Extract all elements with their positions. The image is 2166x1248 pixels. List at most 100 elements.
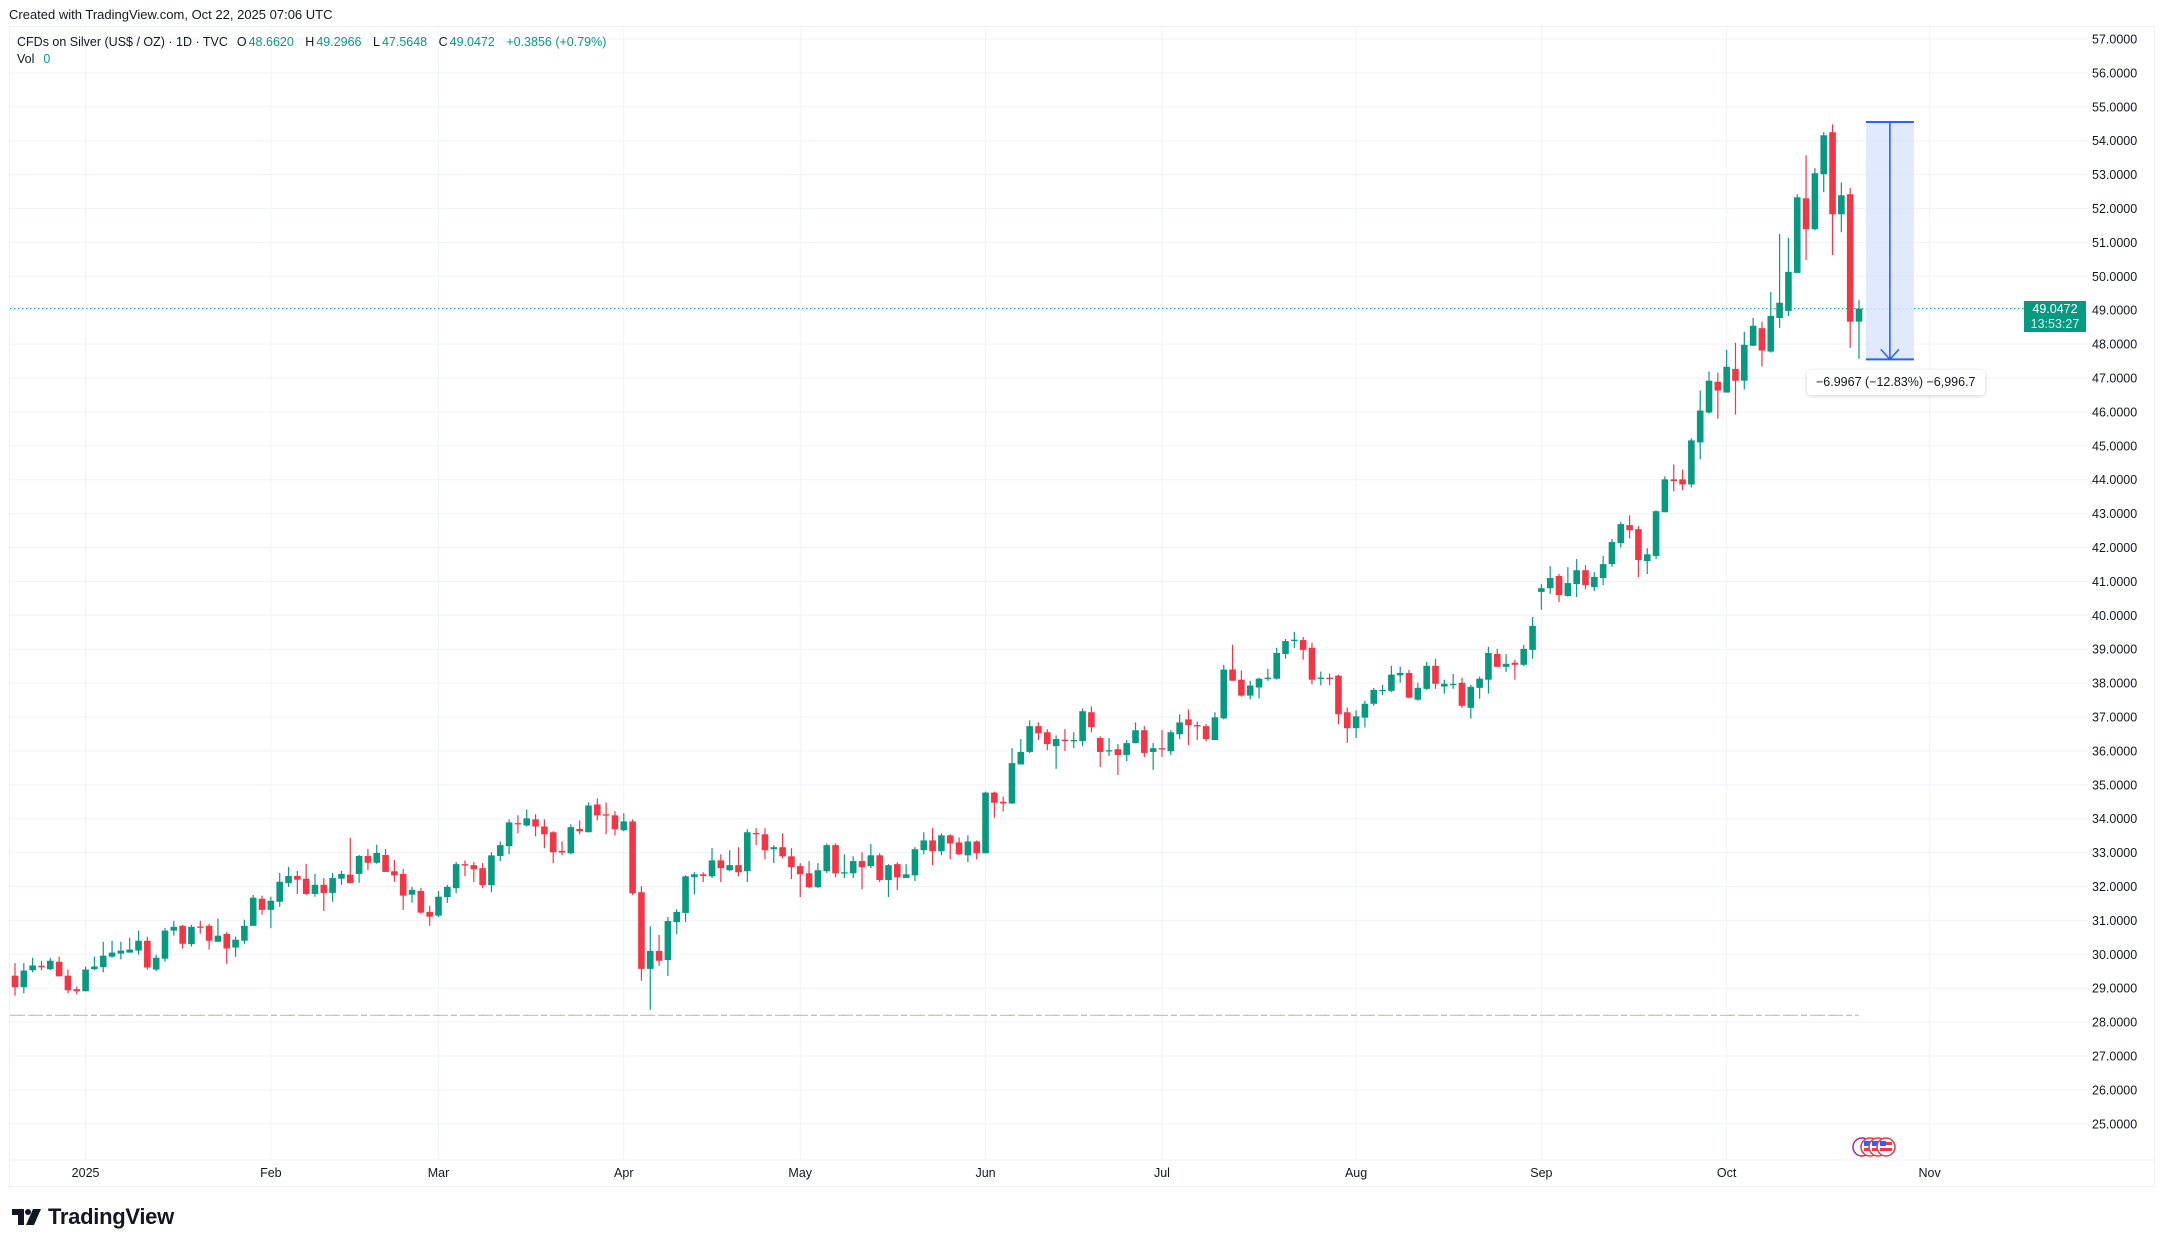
- candle[interactable]: [1255, 677, 1263, 699]
- candle[interactable]: [823, 843, 831, 873]
- volume-label[interactable]: Vol: [17, 52, 35, 66]
- candle[interactable]: [11, 963, 19, 996]
- candle[interactable]: [1652, 510, 1660, 560]
- candle[interactable]: [1282, 639, 1289, 659]
- candle[interactable]: [1670, 464, 1678, 492]
- candle[interactable]: [382, 848, 389, 872]
- candle[interactable]: [788, 848, 795, 880]
- candle[interactable]: [1511, 659, 1519, 680]
- candle[interactable]: [744, 829, 751, 883]
- candle[interactable]: [779, 833, 786, 859]
- candle[interactable]: [1617, 522, 1625, 548]
- candle[interactable]: [1493, 648, 1501, 667]
- candle[interactable]: [523, 809, 531, 827]
- candle[interactable]: [355, 854, 363, 883]
- candle[interactable]: [1546, 566, 1554, 594]
- candle[interactable]: [241, 919, 248, 944]
- candle[interactable]: [126, 937, 133, 953]
- candle[interactable]: [505, 819, 513, 855]
- candle[interactable]: [611, 811, 619, 836]
- candle[interactable]: [144, 936, 151, 970]
- candle[interactable]: [232, 936, 239, 957]
- candle[interactable]: [770, 845, 778, 864]
- candle[interactable]: [108, 940, 116, 958]
- candle[interactable]: [320, 878, 328, 911]
- candle[interactable]: [196, 920, 204, 934]
- candle[interactable]: [699, 872, 707, 883]
- candle[interactable]: [1238, 670, 1245, 697]
- candle[interactable]: [894, 862, 901, 891]
- candle[interactable]: [1096, 736, 1104, 767]
- candle[interactable]: [1785, 237, 1792, 316]
- candle[interactable]: [858, 852, 866, 890]
- candle[interactable]: [602, 802, 610, 835]
- candle[interactable]: [285, 866, 292, 887]
- candle[interactable]: [1776, 233, 1783, 328]
- symbol-title[interactable]: CFDs on Silver (US$ / OZ) · 1D · TVC: [17, 35, 228, 49]
- candle[interactable]: [302, 863, 310, 895]
- candle[interactable]: [532, 814, 539, 837]
- candle[interactable]: [496, 841, 504, 862]
- candle[interactable]: [1335, 674, 1342, 725]
- candle[interactable]: [1114, 744, 1122, 775]
- candle[interactable]: [1167, 730, 1175, 755]
- candle[interactable]: [1423, 661, 1430, 690]
- candle[interactable]: [46, 957, 54, 971]
- candle[interactable]: [82, 966, 89, 992]
- candle[interactable]: [955, 837, 963, 855]
- candle[interactable]: [920, 832, 928, 855]
- candle[interactable]: [1767, 291, 1775, 353]
- candle[interactable]: [1149, 743, 1157, 770]
- us-flag-icon[interactable]: [1876, 1137, 1896, 1157]
- candle[interactable]: [214, 918, 222, 942]
- candle[interactable]: [646, 926, 654, 1010]
- candle[interactable]: [117, 941, 125, 960]
- candle[interactable]: [1043, 729, 1051, 751]
- candle[interactable]: [258, 895, 266, 915]
- candle[interactable]: [399, 868, 407, 910]
- candle[interactable]: [1749, 317, 1757, 346]
- candle[interactable]: [1396, 666, 1404, 683]
- candle[interactable]: [805, 861, 813, 889]
- candle[interactable]: [1317, 671, 1325, 686]
- candle[interactable]: [1405, 669, 1413, 699]
- candle[interactable]: [1352, 710, 1360, 739]
- candle[interactable]: [1679, 469, 1686, 491]
- tradingview-logo[interactable]: TradingView: [12, 1204, 174, 1230]
- candle[interactable]: [1529, 616, 1536, 659]
- candle[interactable]: [461, 860, 469, 877]
- candle[interactable]: [38, 960, 45, 971]
- candle[interactable]: [1035, 722, 1042, 741]
- candle[interactable]: [514, 815, 522, 834]
- candle[interactable]: [1343, 707, 1351, 744]
- candle[interactable]: [973, 840, 981, 860]
- candle[interactable]: [161, 927, 169, 962]
- candle[interactable]: [1264, 668, 1272, 681]
- candle[interactable]: [999, 796, 1007, 812]
- candle[interactable]: [1855, 300, 1863, 359]
- candle[interactable]: [91, 956, 98, 971]
- candle[interactable]: [567, 824, 575, 855]
- candle[interactable]: [470, 862, 478, 883]
- candle[interactable]: [223, 931, 231, 964]
- candle[interactable]: [73, 986, 81, 995]
- candle[interactable]: [682, 875, 689, 923]
- candle[interactable]: [1635, 526, 1642, 577]
- candle[interactable]: [452, 862, 460, 894]
- candle[interactable]: [408, 886, 416, 903]
- candle[interactable]: [911, 847, 919, 882]
- candle[interactable]: [1467, 684, 1475, 719]
- candle[interactable]: [1732, 342, 1739, 415]
- candle[interactable]: [549, 831, 557, 864]
- candle[interactable]: [20, 963, 28, 994]
- candle[interactable]: [55, 956, 63, 977]
- candle[interactable]: [1582, 565, 1589, 590]
- candle[interactable]: [1388, 665, 1395, 692]
- candle[interactable]: [841, 854, 848, 879]
- candle[interactable]: [1246, 680, 1254, 700]
- candle[interactable]: [1608, 539, 1616, 567]
- candle[interactable]: [629, 819, 636, 895]
- candle[interactable]: [249, 894, 257, 926]
- candle[interactable]: [876, 853, 883, 883]
- candle[interactable]: [1361, 700, 1369, 728]
